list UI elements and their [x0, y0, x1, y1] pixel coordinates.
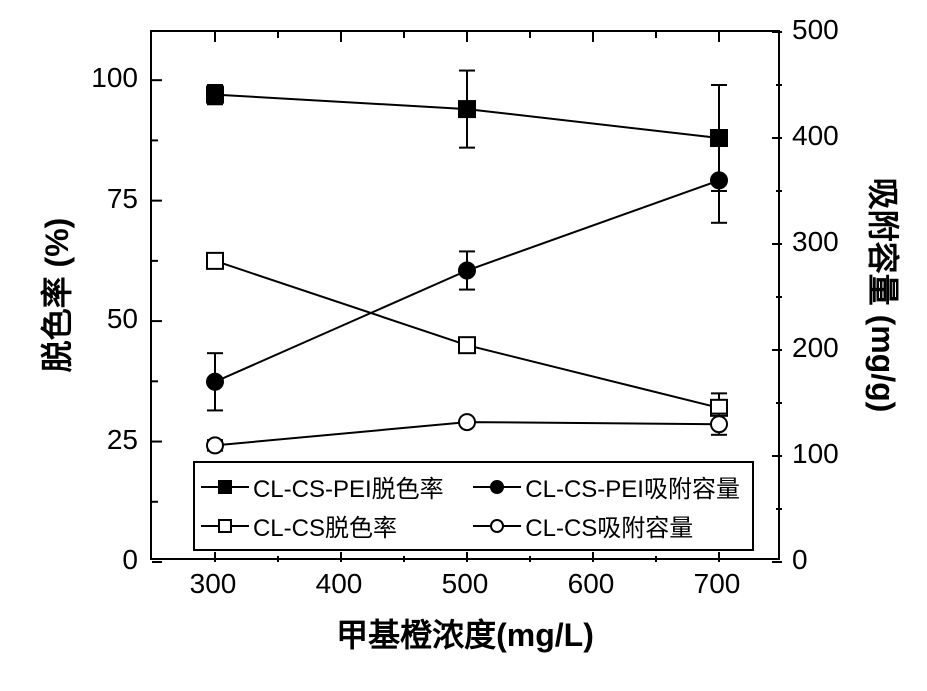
tick-label: 700	[694, 568, 741, 600]
tick-label: 100	[792, 438, 839, 470]
legend-marker-square-open	[218, 519, 232, 533]
tick-label: 25	[107, 424, 138, 456]
y-left-axis-label: 脱色率 (%)	[32, 218, 78, 373]
legend-item: CL-CS吸附容量	[473, 508, 745, 543]
tick-label: 600	[568, 568, 615, 600]
tick-label: 400	[316, 568, 363, 600]
tick-label: 300	[792, 226, 839, 258]
legend: CL-CS-PEI脱色率 CL-CS-PEI吸附容量 CL-CS脱色率 CL-CS吸附…	[193, 461, 754, 551]
tick-label: 50	[107, 303, 138, 335]
legend-item: CL-CS-PEI吸附容量	[473, 469, 745, 504]
x-axis-label: 甲基橙浓度(mg/L)	[336, 610, 594, 656]
tick-label: 300	[190, 568, 237, 600]
legend-marker-square-filled	[218, 480, 232, 494]
legend-swatch	[201, 516, 249, 536]
legend-label: CL-CS脱色率	[253, 508, 397, 543]
legend-label: CL-CS-PEI吸附容量	[525, 469, 740, 504]
tick-label: 400	[792, 120, 839, 152]
y-right-axis-label: 吸附容量 (mg/g)	[862, 178, 908, 413]
tick-label: 500	[792, 14, 839, 46]
plot-area: CL-CS-PEI脱色率 CL-CS-PEI吸附容量 CL-CS脱色率 CL-CS吸附…	[150, 30, 780, 560]
tick-label: 0	[122, 544, 138, 576]
legend-marker-circle-open	[490, 519, 504, 533]
tick-label: 75	[107, 183, 138, 215]
legend-swatch	[473, 516, 521, 536]
legend-swatch	[201, 477, 249, 497]
chart-container: CL-CS-PEI脱色率 CL-CS-PEI吸附容量 CL-CS脱色率 CL-CS吸附…	[0, 0, 927, 691]
legend-label: CL-CS-PEI脱色率	[253, 469, 444, 504]
legend-label: CL-CS吸附容量	[525, 508, 693, 543]
tick-label: 0	[792, 544, 808, 576]
legend-item: CL-CS脱色率	[201, 508, 473, 543]
tick-label: 200	[792, 332, 839, 364]
legend-swatch	[473, 477, 521, 497]
tick-label: 500	[442, 568, 489, 600]
legend-marker-circle-filled	[490, 480, 504, 494]
tick-label: 100	[91, 62, 138, 94]
legend-item: CL-CS-PEI脱色率	[201, 469, 473, 504]
